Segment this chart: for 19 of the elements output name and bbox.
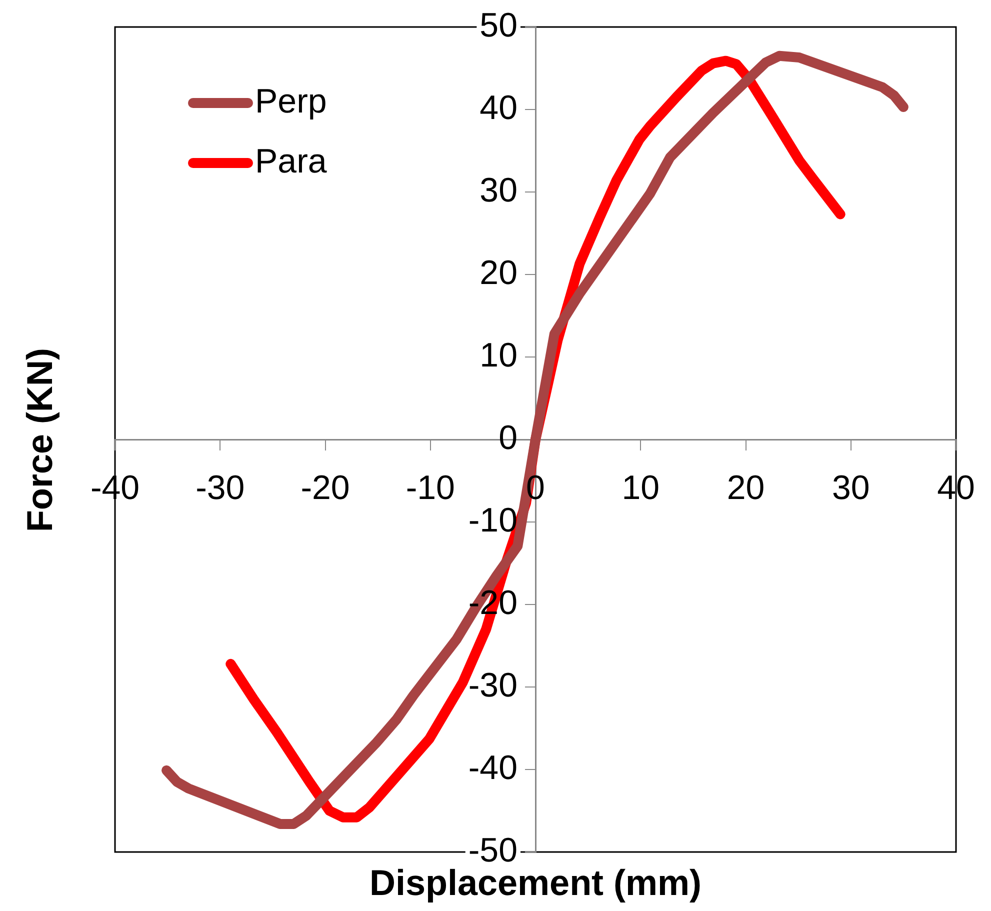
x-tick-label: -30: [196, 468, 245, 507]
y-tick-label: -40: [468, 748, 518, 787]
y-tick-label: 20: [480, 254, 518, 292]
y-tick-label: -30: [468, 666, 518, 704]
y-tick-label: 30: [480, 171, 518, 210]
y-tick-label: 0: [498, 418, 518, 457]
y-axis-title: Force (KN): [19, 348, 61, 532]
x-tick-label: 30: [832, 468, 870, 507]
x-tick-label: -10: [406, 468, 455, 507]
y-tick-label: 40: [480, 88, 518, 127]
x-tick-label: 20: [726, 468, 765, 507]
y-tick-label: 50: [480, 6, 518, 44]
y-tick-label: 10: [480, 336, 518, 374]
y-tick-label: -50: [468, 831, 518, 870]
legend-label: Perp: [255, 82, 327, 120]
legend-label: Para: [255, 142, 327, 180]
x-tick-label: -20: [300, 468, 350, 507]
y-tick-label: -10: [468, 501, 518, 540]
x-tick-label: 10: [622, 468, 660, 507]
